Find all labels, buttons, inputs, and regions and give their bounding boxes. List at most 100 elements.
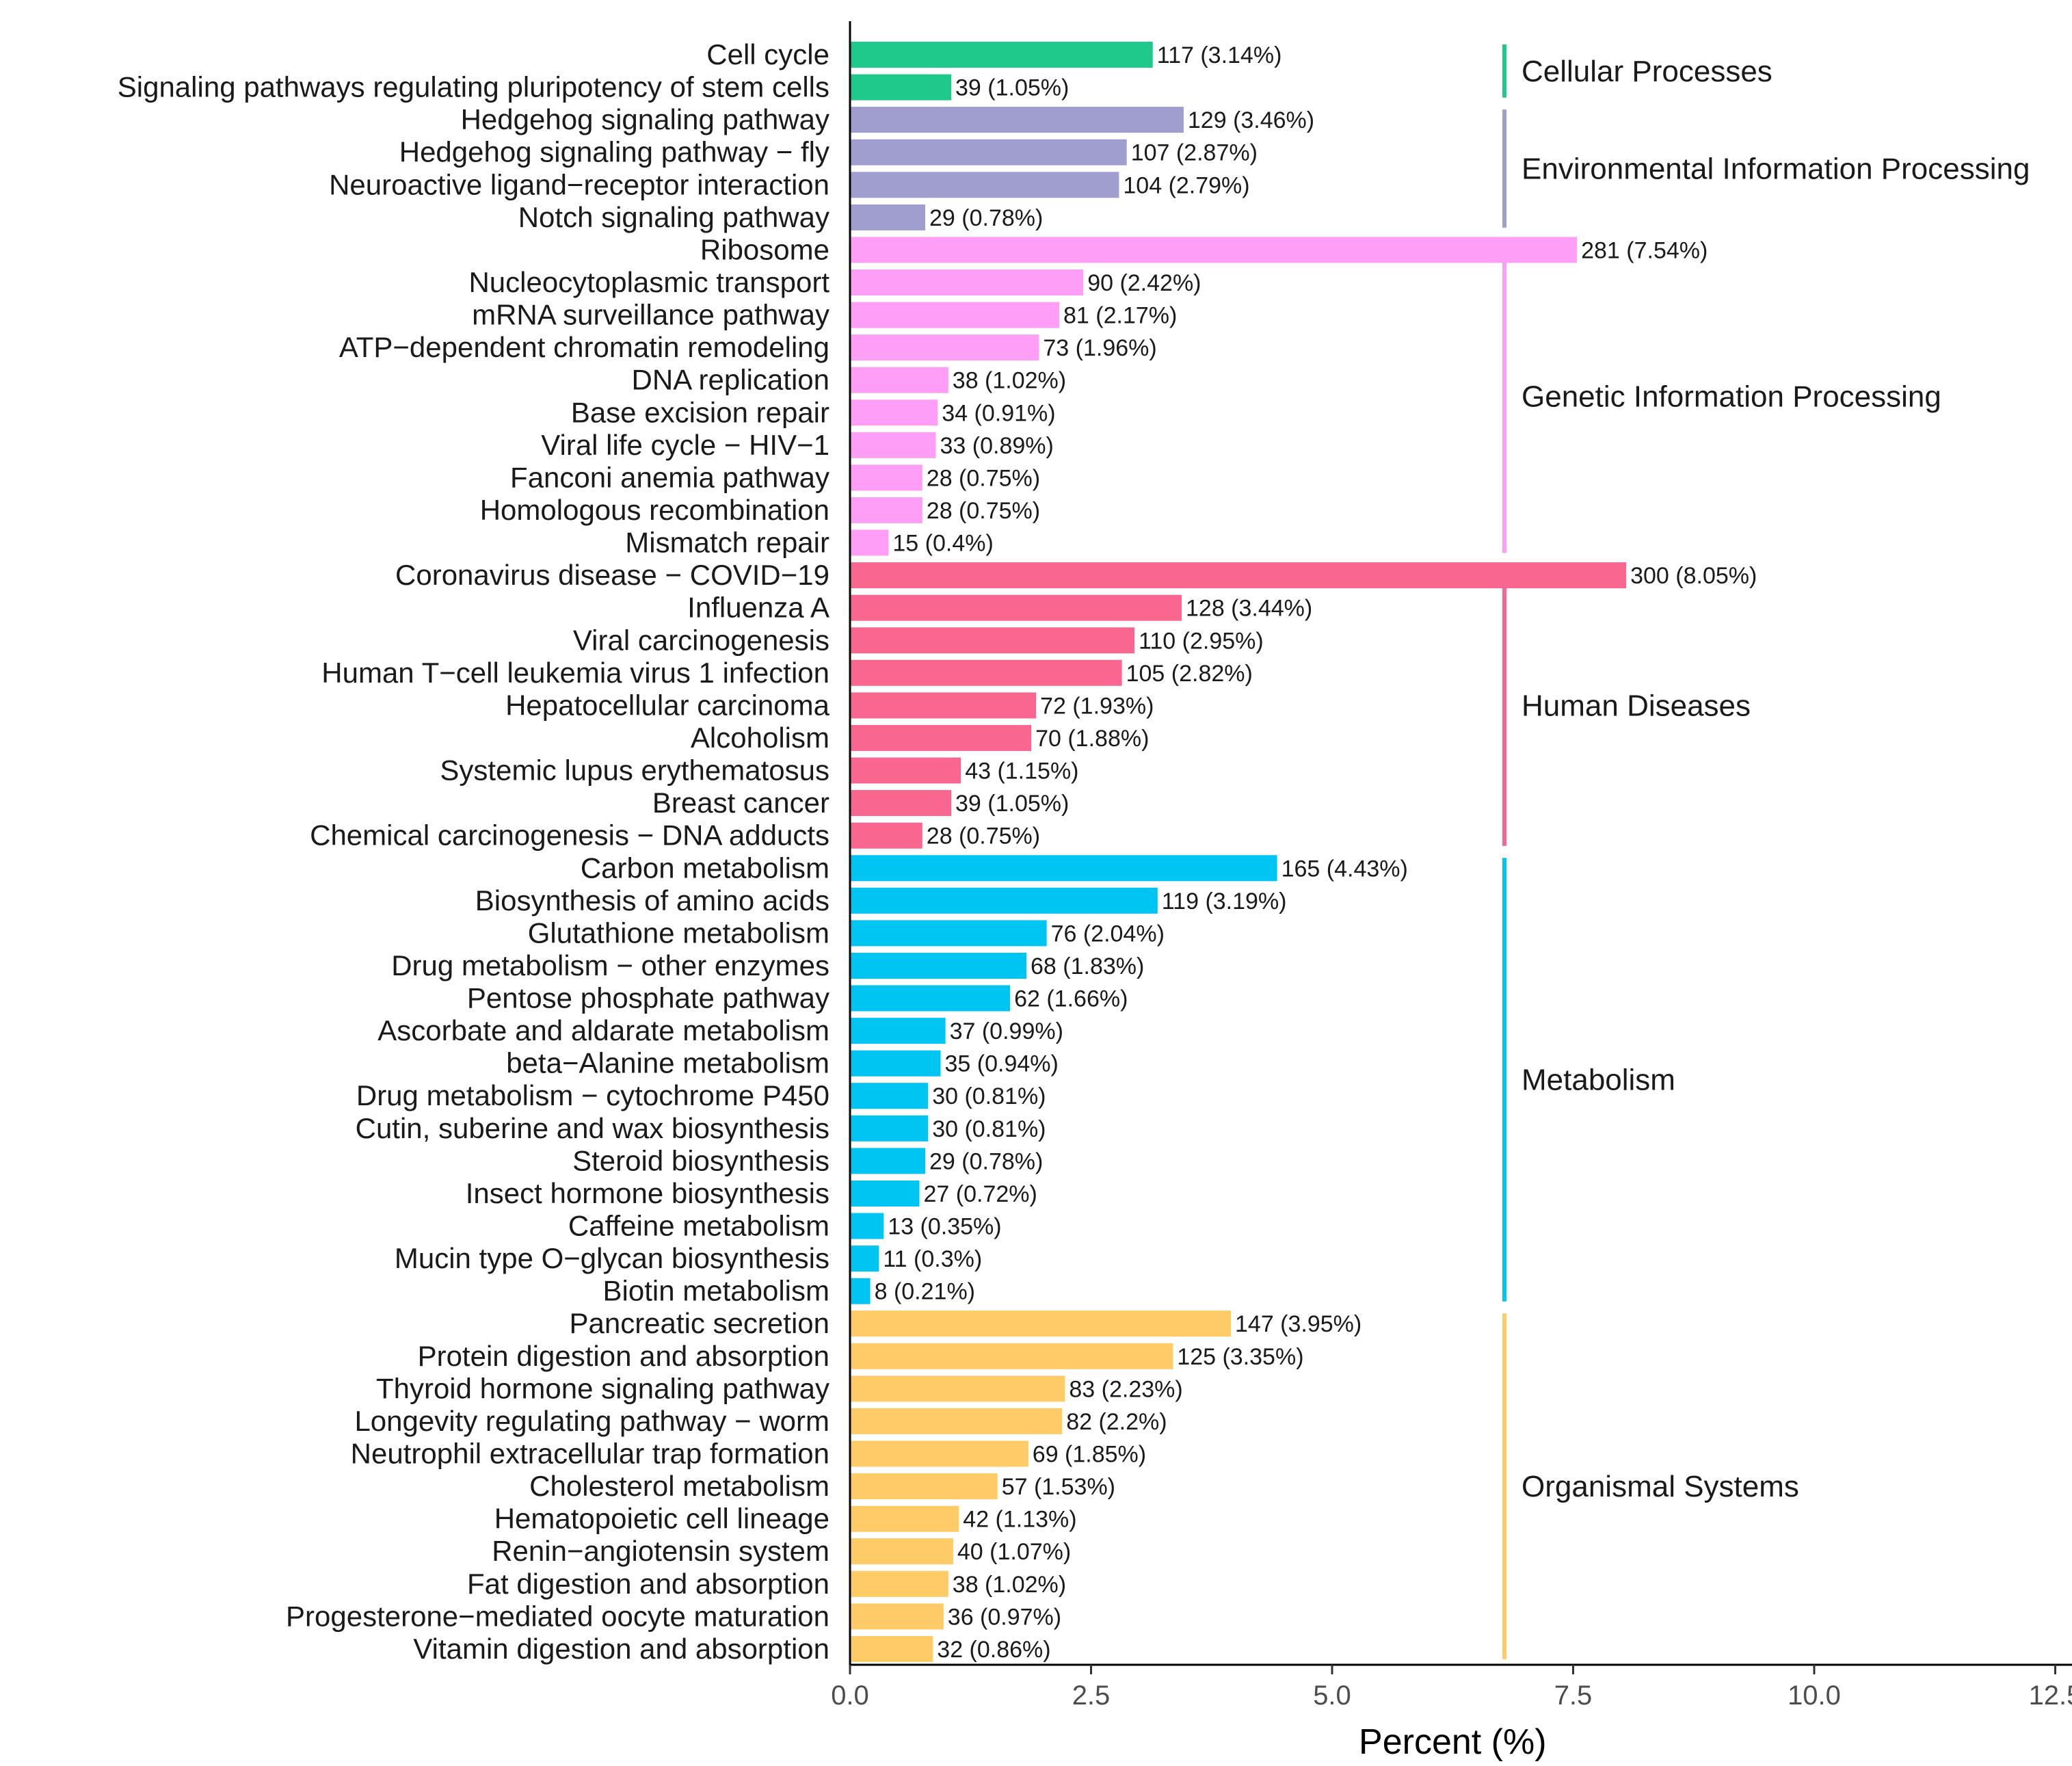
value-label: 82 (2.2%) (1066, 1409, 1167, 1435)
category-label: Systemic lupus erythematosus (440, 754, 829, 787)
value-label: 29 (0.78%) (929, 205, 1043, 231)
category-label: beta−Alanine metabolism (506, 1047, 829, 1079)
category-label: Hepatocellular carcinoma (505, 689, 830, 721)
bar-caffeine-metabolism (850, 1213, 884, 1239)
category-label: Drug metabolism − other enzymes (391, 949, 829, 981)
category-label: Hedgehog signaling pathway − fly (399, 136, 829, 168)
value-label: 27 (0.72%) (924, 1181, 1037, 1207)
category-label: Pentose phosphate pathway (467, 982, 829, 1014)
group-label-environmental-information-processing: Environmental Information Processing (1522, 153, 2030, 186)
bar-neuroactive-ligand-receptor-interaction (850, 172, 1119, 198)
bar-coronavirus-disease-covid-19 (850, 562, 1627, 589)
bar-ascorbate-and-aldarate-metabolism (850, 1018, 946, 1044)
category-label: Cutin, suberine and wax biosynthesis (356, 1112, 829, 1144)
bar-pancreatic-secretion (850, 1310, 1231, 1337)
bar-breast-cancer (850, 790, 952, 817)
category-label: Hedgehog signaling pathway (461, 103, 829, 135)
bar-mrna-surveillance-pathway (850, 302, 1059, 328)
category-label: Nucleocytoplasmic transport (468, 266, 829, 298)
category-label: Mucin type O−glycan biosynthesis (395, 1242, 829, 1274)
value-label: 30 (0.81%) (932, 1083, 1046, 1109)
bar-ribosome (850, 237, 1578, 263)
category-label: Ribosome (700, 233, 829, 265)
bar-biotin-metabolism (850, 1278, 871, 1304)
value-label: 29 (0.78%) (929, 1148, 1043, 1174)
category-label: Biotin metabolism (603, 1275, 829, 1307)
value-label: 57 (1.53%) (1002, 1474, 1115, 1500)
x-tick-label: 12.5 (2029, 1681, 2072, 1711)
value-label: 39 (1.05%) (955, 75, 1069, 101)
value-label: 35 (0.94%) (945, 1051, 1059, 1077)
x-tick-label: 7.5 (1554, 1681, 1593, 1711)
bar-mismatch-repair (850, 529, 889, 556)
bar-chemical-carcinogenesis-dna-adducts (850, 822, 922, 849)
category-label: Caffeine metabolism (568, 1210, 829, 1242)
bar-drug-metabolism-other-enzymes (850, 953, 1026, 979)
value-label: 72 (1.93%) (1040, 693, 1154, 719)
group-label-human-diseases: Human Diseases (1522, 689, 1751, 722)
category-label: Alcoholism (691, 722, 829, 754)
category-label: Mismatch repair (625, 527, 829, 559)
value-label: 81 (2.17%) (1063, 303, 1177, 329)
category-label: Biosynthesis of amino acids (475, 884, 829, 917)
value-label: 34 (0.91%) (942, 400, 1055, 426)
category-label: Longevity regulating pathway − worm (354, 1405, 829, 1437)
value-label: 281 (7.54%) (1581, 237, 1708, 263)
value-label: 68 (1.83%) (1031, 953, 1144, 979)
value-label: 104 (2.79%) (1123, 172, 1249, 198)
value-label: 33 (0.89%) (940, 433, 1054, 459)
category-label: Chemical carcinogenesis − DNA adducts (310, 819, 829, 852)
bar-biosynthesis-of-amino-acids (850, 887, 1158, 914)
category-label: Hematopoietic cell lineage (494, 1503, 829, 1535)
category-label: Base excision repair (571, 396, 829, 428)
value-label: 39 (1.05%) (955, 791, 1069, 817)
value-label: 37 (0.99%) (950, 1018, 1063, 1044)
bar-human-t-cell-leukemia-virus-1-infection (850, 659, 1122, 686)
value-label: 62 (1.66%) (1014, 986, 1128, 1012)
group-label-metabolism: Metabolism (1522, 1064, 1675, 1097)
x-tick-label: 5.0 (1313, 1681, 1351, 1711)
bar-pentose-phosphate-pathway (850, 985, 1011, 1012)
bar-beta-alanine-metabolism (850, 1050, 941, 1077)
bar-dna-replication (850, 367, 948, 393)
value-label: 73 (1.96%) (1043, 335, 1156, 361)
bar-steroid-biosynthesis (850, 1148, 925, 1174)
category-label: Ascorbate and aldarate metabolism (377, 1014, 829, 1046)
value-label: 119 (3.19%) (1162, 888, 1287, 914)
category-label: Coronavirus disease − COVID−19 (395, 559, 829, 591)
value-labels-layer: 117 (3.14%) 39 (1.05%) 129 (3.46%) 107 (2.8… (875, 42, 1757, 1663)
category-label: Neuroactive ligand−receptor interaction (329, 168, 829, 200)
value-label: 90 (2.42%) (1087, 270, 1201, 296)
bar-homologous-recombination (850, 497, 922, 523)
bar-insect-hormone-biosynthesis (850, 1181, 920, 1207)
value-label: 28 (0.75%) (927, 498, 1040, 524)
value-label: 125 (3.35%) (1177, 1344, 1303, 1370)
group-label-cellular-processes: Cellular Processes (1522, 55, 1772, 88)
category-label: Viral life cycle − HIV−1 (541, 429, 829, 461)
value-label: 32 (0.86%) (937, 1637, 1050, 1663)
category-label: Insect hormone biosynthesis (466, 1177, 829, 1209)
value-label: 11 (0.3%) (883, 1246, 982, 1272)
value-label: 38 (1.02%) (953, 368, 1066, 394)
value-label: 147 (3.95%) (1235, 1311, 1362, 1337)
bar-cell-cycle (850, 42, 1153, 68)
value-label: 110 (2.95%) (1139, 628, 1264, 654)
value-label: 165 (4.43%) (1281, 856, 1408, 882)
bar-cholesterol-metabolism (850, 1473, 998, 1500)
value-label: 36 (0.97%) (948, 1604, 1061, 1630)
category-label: Neutrophil extracellular trap formation (351, 1438, 829, 1470)
category-label: Steroid biosynthesis (572, 1144, 829, 1176)
x-tick-label: 2.5 (1072, 1681, 1111, 1711)
category-label: Fanconi anemia pathway (510, 461, 829, 493)
bar-influenza-a (850, 594, 1182, 621)
bar-protein-digestion-and-absorption (850, 1343, 1173, 1369)
value-label: 40 (1.07%) (957, 1539, 1071, 1565)
bar-fanconi-anemia-pathway (850, 464, 922, 491)
category-label: Vitamin digestion and absorption (413, 1633, 829, 1665)
category-label: Carbon metabolism (581, 852, 829, 884)
category-label: DNA replication (632, 364, 829, 396)
value-label: 42 (1.13%) (963, 1507, 1076, 1533)
value-label: 13 (0.35%) (888, 1214, 1001, 1240)
bar-alcoholism (850, 725, 1032, 751)
bar-hedgehog-signaling-pathway-fly (850, 139, 1127, 166)
